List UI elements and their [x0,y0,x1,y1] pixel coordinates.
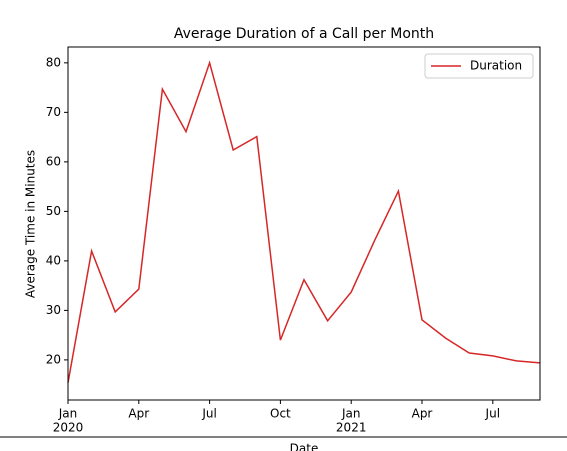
x-tick-label: 2021 [336,421,367,435]
y-tick-label: 60 [46,154,61,168]
y-axis-label: Average Time in Minutes [24,150,38,298]
chart-title: Average Duration of a Call per Month [174,26,434,42]
x-tick-label: Apr [128,407,149,421]
y-tick-label: 20 [46,352,61,366]
legend-box [424,53,534,79]
x-tick-label: Jan [58,407,78,421]
x-tick-label: Jul [201,407,216,421]
plot-frame [67,46,541,401]
y-tick-label: 80 [46,55,61,69]
x-tick-label: Jul [485,407,500,421]
y-tick-label: 30 [46,303,61,317]
x-tick-label: Apr [412,407,433,421]
legend: Duration [424,53,534,79]
x-tick-label: 2020 [53,421,84,435]
x-axis-label: Date [290,442,319,451]
data-line [67,60,541,383]
y-tick-label: 70 [46,105,61,119]
x-tick-label: Jan [341,407,361,421]
y-tick-label: 40 [46,253,61,267]
x-tick-label: Oct [270,407,291,421]
legend-label: Duration [470,59,522,73]
y-tick-label: 50 [46,204,61,218]
